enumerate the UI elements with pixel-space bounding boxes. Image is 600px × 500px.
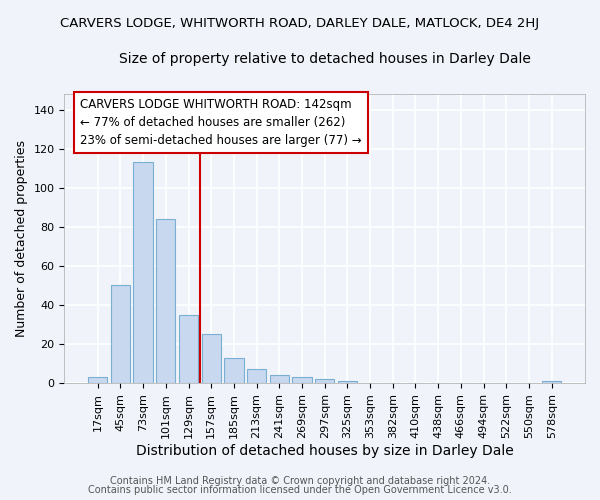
Bar <box>111 286 130 383</box>
Bar <box>542 381 562 383</box>
Bar <box>88 377 107 383</box>
Text: CARVERS LODGE, WHITWORTH ROAD, DARLEY DALE, MATLOCK, DE4 2HJ: CARVERS LODGE, WHITWORTH ROAD, DARLEY DA… <box>61 18 539 30</box>
Bar <box>202 334 221 383</box>
Bar <box>338 381 357 383</box>
Bar <box>292 377 311 383</box>
Bar <box>315 379 334 383</box>
Bar <box>247 370 266 383</box>
Text: CARVERS LODGE WHITWORTH ROAD: 142sqm
← 77% of detached houses are smaller (262)
: CARVERS LODGE WHITWORTH ROAD: 142sqm ← 7… <box>80 98 362 148</box>
X-axis label: Distribution of detached houses by size in Darley Dale: Distribution of detached houses by size … <box>136 444 514 458</box>
Text: Contains HM Land Registry data © Crown copyright and database right 2024.: Contains HM Land Registry data © Crown c… <box>110 476 490 486</box>
Bar <box>156 219 175 383</box>
Bar <box>133 162 153 383</box>
Y-axis label: Number of detached properties: Number of detached properties <box>15 140 28 337</box>
Text: Contains public sector information licensed under the Open Government Licence v3: Contains public sector information licen… <box>88 485 512 495</box>
Bar <box>269 376 289 383</box>
Bar <box>179 314 198 383</box>
Title: Size of property relative to detached houses in Darley Dale: Size of property relative to detached ho… <box>119 52 530 66</box>
Bar <box>224 358 244 383</box>
